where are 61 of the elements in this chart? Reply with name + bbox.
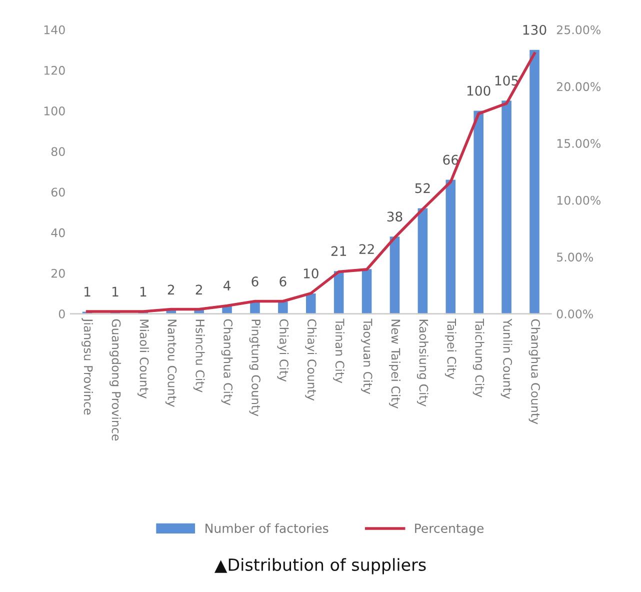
bar bbox=[278, 302, 288, 314]
y2-tick-label: 5.00% bbox=[557, 252, 593, 262]
bar bbox=[306, 293, 316, 314]
x-tick-label: New Taipei City bbox=[389, 320, 400, 408]
x-tick-label: Chiayi County bbox=[305, 319, 317, 401]
legend-label: Percentage bbox=[415, 524, 484, 536]
x-tick-label: Pingtung County bbox=[249, 320, 261, 416]
data-label: 100 bbox=[467, 86, 490, 96]
data-label: 66 bbox=[443, 154, 458, 165]
bar bbox=[446, 180, 456, 314]
data-label: 10 bbox=[304, 268, 318, 278]
data-label: 2 bbox=[196, 284, 202, 294]
legend-label: Number of factories bbox=[206, 523, 328, 534]
bar bbox=[474, 110, 484, 314]
bar bbox=[418, 208, 428, 314]
y-tick-label: 100 bbox=[44, 106, 65, 116]
data-label: 130 bbox=[523, 24, 546, 35]
x-tick-label: Jiangsu Province bbox=[82, 318, 93, 415]
data-label: 52 bbox=[415, 183, 430, 194]
x-tick-label: Guangdong Province bbox=[110, 319, 121, 441]
y-tick-label: 20 bbox=[51, 268, 65, 278]
x-tick-label: Nantou County bbox=[165, 320, 177, 407]
data-label: 22 bbox=[359, 244, 374, 254]
y-tick-label: 80 bbox=[51, 147, 65, 156]
data-label: 38 bbox=[387, 212, 402, 222]
y-tick-label: 140 bbox=[44, 25, 65, 34]
y2-tick-label: 10.00% bbox=[557, 196, 600, 205]
bar bbox=[530, 50, 540, 314]
data-label: 2 bbox=[168, 284, 174, 294]
x-tick-label: Chiayi City bbox=[277, 319, 289, 382]
line-series bbox=[86, 52, 536, 313]
y2-tick-label: 25.00% bbox=[556, 25, 600, 34]
x-tick-label: Changhua County bbox=[528, 319, 540, 424]
y2-tick-label: 0.00% bbox=[556, 309, 593, 318]
x-tick-label: Tainan City bbox=[333, 318, 345, 384]
bar bbox=[362, 269, 372, 314]
y-tick-label: 0 bbox=[58, 309, 65, 318]
y2-tick-label: 15.00% bbox=[557, 138, 600, 148]
data-label: 4 bbox=[223, 280, 230, 290]
y-tick-label: 40 bbox=[51, 228, 65, 238]
y2-tick-label: 20.00% bbox=[556, 82, 600, 92]
x-tick-label: Kaohsiung City bbox=[416, 320, 428, 407]
x-tick-label: Taoyuan City bbox=[361, 318, 372, 394]
bar bbox=[502, 100, 512, 314]
bar bbox=[334, 271, 344, 314]
y-tick-label: 60 bbox=[51, 188, 65, 197]
x-tick-label: Miaoli County bbox=[137, 320, 149, 399]
x-tick-label: Changhua City bbox=[221, 319, 233, 406]
text: ▲Distribution of suppliers bbox=[214, 558, 426, 574]
data-label: 1 bbox=[140, 286, 146, 296]
x-tick-label: Taichung City bbox=[472, 318, 484, 398]
x-tick-label: Hsinchu City bbox=[193, 320, 205, 392]
x-tick-label: Taipei City bbox=[444, 318, 456, 379]
data-label: 6 bbox=[252, 276, 258, 287]
data-label: 6 bbox=[280, 276, 286, 287]
data-label: 1 bbox=[112, 286, 118, 296]
y-tick-label: 120 bbox=[44, 66, 65, 75]
data-label: 1 bbox=[84, 286, 90, 296]
bar bbox=[390, 236, 400, 314]
data-label: 21 bbox=[331, 246, 346, 256]
x-tick-label: Yunlin County bbox=[500, 318, 512, 399]
